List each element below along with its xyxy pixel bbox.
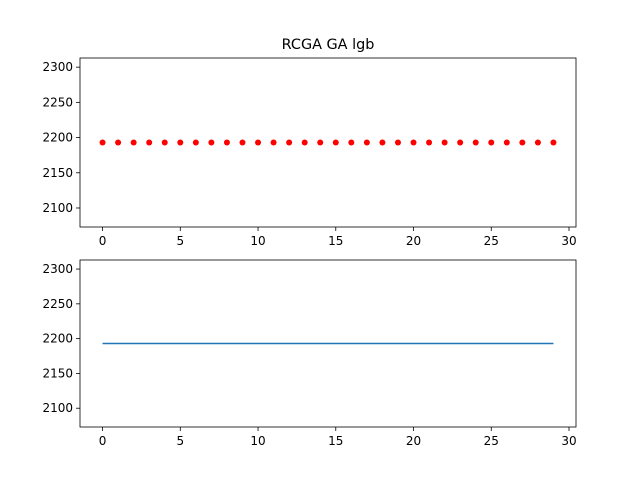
- x-tick-label: 5: [176, 234, 184, 248]
- top-scatter-plot: 0 5 10 15 20 25 30 2100 2150 2200 2250 2300: [42, 57, 577, 248]
- scatter-point: [286, 139, 293, 146]
- scatter-point: [115, 139, 122, 146]
- scatter-point: [223, 139, 230, 146]
- scatter-point: [161, 139, 168, 146]
- x-tick-label: 25: [484, 434, 499, 448]
- scatter-point: [441, 139, 448, 146]
- y-tick-label: 2250: [42, 297, 73, 311]
- scatter-point: [410, 139, 417, 146]
- scatter-point: [472, 139, 479, 146]
- scatter-point: [208, 139, 215, 146]
- x-tick-label: 20: [406, 234, 421, 248]
- scatter-point: [519, 139, 526, 146]
- scatter-point: [394, 139, 401, 146]
- y-tick-label: 2100: [42, 401, 73, 415]
- x-tick-label: 0: [99, 234, 107, 248]
- x-tick-label: 30: [561, 234, 576, 248]
- y-tick-label: 2200: [42, 131, 73, 145]
- x-tick-label: 15: [328, 234, 343, 248]
- scatter-point: [301, 139, 308, 146]
- y-tick-label: 2100: [42, 201, 73, 215]
- scatter-point: [239, 139, 246, 146]
- plot-frame: [79, 57, 577, 228]
- scatter-point: [503, 139, 510, 146]
- bottom-line-plot: 0 5 10 15 20 25 30 2100 2150 2200 2250 2300: [42, 259, 577, 448]
- scatter-point: [270, 139, 277, 146]
- scatter-point: [317, 139, 324, 146]
- scatter-point: [99, 139, 106, 146]
- y-tick-label: 2150: [42, 366, 73, 380]
- x-tick-label: 0: [99, 434, 107, 448]
- scatter-point: [130, 139, 137, 146]
- scatter-point: [457, 139, 464, 146]
- scatter-point: [177, 139, 184, 146]
- x-tick-label: 20: [406, 434, 421, 448]
- y-tick-label: 2200: [42, 332, 73, 346]
- x-tick-label: 30: [561, 434, 576, 448]
- scatter-point: [146, 139, 153, 146]
- y-tick-label: 2300: [42, 60, 73, 74]
- chart-title: RCGA GA lgb: [282, 37, 375, 53]
- y-tick-label: 2250: [42, 95, 73, 109]
- x-tick-label: 15: [328, 434, 343, 448]
- x-tick-label: 10: [250, 434, 265, 448]
- scatter-point: [255, 139, 262, 146]
- scatter-point: [332, 139, 339, 146]
- x-tick-label: 25: [484, 234, 499, 248]
- plot-frame: [79, 259, 577, 428]
- y-tick-label: 2150: [42, 166, 73, 180]
- scatter-point: [534, 139, 541, 146]
- scatter-point: [550, 139, 557, 146]
- x-tick-label: 10: [250, 234, 265, 248]
- x-tick-label: 5: [176, 434, 184, 448]
- scatter-point: [192, 139, 199, 146]
- scatter-point: [426, 139, 433, 146]
- scatter-point: [348, 139, 355, 146]
- y-tick-label: 2300: [42, 262, 73, 276]
- scatter-point: [363, 139, 370, 146]
- scatter-point: [488, 139, 495, 146]
- scatter-point: [379, 139, 386, 146]
